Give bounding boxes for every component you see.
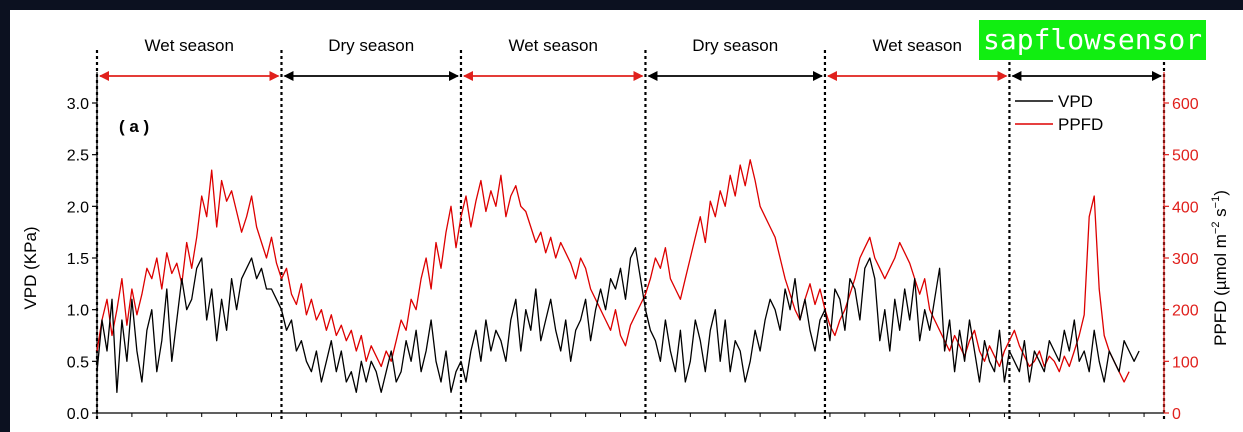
season-label-4: Dry season	[692, 36, 778, 55]
panel-label: ( a )	[119, 117, 149, 136]
y-axis-right-label-suffix: )	[1211, 190, 1230, 196]
season-label-5: Wet season	[872, 36, 961, 55]
y-axis-left-label: VPD (KPa)	[21, 226, 40, 309]
y-right-tick-label: 0	[1172, 406, 1181, 423]
y-left-tick-label: 0.0	[67, 406, 89, 423]
y-left-tick-label: 0.5	[67, 354, 89, 371]
figure-panel: Wet season Dry season Wet season Dry season…	[10, 10, 1243, 432]
y-right-tick-label: 200	[1172, 303, 1199, 320]
y-left-tick-label: 1.0	[67, 303, 89, 320]
y-left-tick-label: 3.0	[67, 96, 89, 113]
y-axis-right-label-exp2: −1	[1210, 196, 1222, 209]
y-right-tick-label: 600	[1172, 96, 1199, 113]
y-left-tick-label: 2.5	[67, 148, 89, 165]
y-left-tick-label: 2.0	[67, 199, 89, 216]
y-axis-right-label-exp1: −2	[1210, 222, 1222, 235]
season-label-3: Wet season	[508, 36, 597, 55]
sapflowsensor-label: sapflowsensor	[979, 20, 1206, 60]
legend-label-ppfd: PPFD	[1058, 115, 1103, 134]
y-right-tick-label: 300	[1172, 251, 1199, 268]
y-axis-right-label-mid: s	[1211, 208, 1230, 221]
vpd-ppfd-line-chart: Wet season Dry season Wet season Dry season…	[10, 10, 1243, 432]
y-right-tick-label: 100	[1172, 354, 1199, 371]
y-right-tick-label: 400	[1172, 199, 1199, 216]
series	[97, 160, 1139, 392]
season-label-2: Dry season	[328, 36, 414, 55]
y-axis-right-label: PPFD (µmol m−2 s−1)	[1210, 190, 1230, 346]
season-label-1: Wet season	[145, 36, 234, 55]
legend-label-vpd: VPD	[1058, 92, 1093, 111]
y-left-tick-label: 1.5	[67, 251, 89, 268]
y-axis-right-label-prefix: PPFD (µmol m	[1211, 234, 1230, 346]
y-right-tick-label: 500	[1172, 148, 1199, 165]
legend: VPD PPFD	[1015, 92, 1103, 134]
